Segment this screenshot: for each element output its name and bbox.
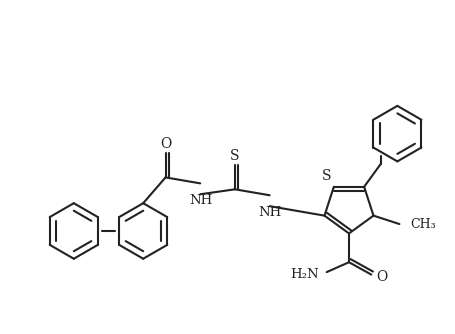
Text: CH₃: CH₃: [410, 217, 435, 230]
Text: NH: NH: [189, 194, 212, 207]
Text: O: O: [375, 270, 387, 284]
Text: S: S: [230, 149, 239, 163]
Text: NH: NH: [258, 206, 281, 219]
Text: H₂N: H₂N: [290, 268, 318, 281]
Text: S: S: [321, 169, 330, 183]
Text: O: O: [160, 137, 171, 151]
